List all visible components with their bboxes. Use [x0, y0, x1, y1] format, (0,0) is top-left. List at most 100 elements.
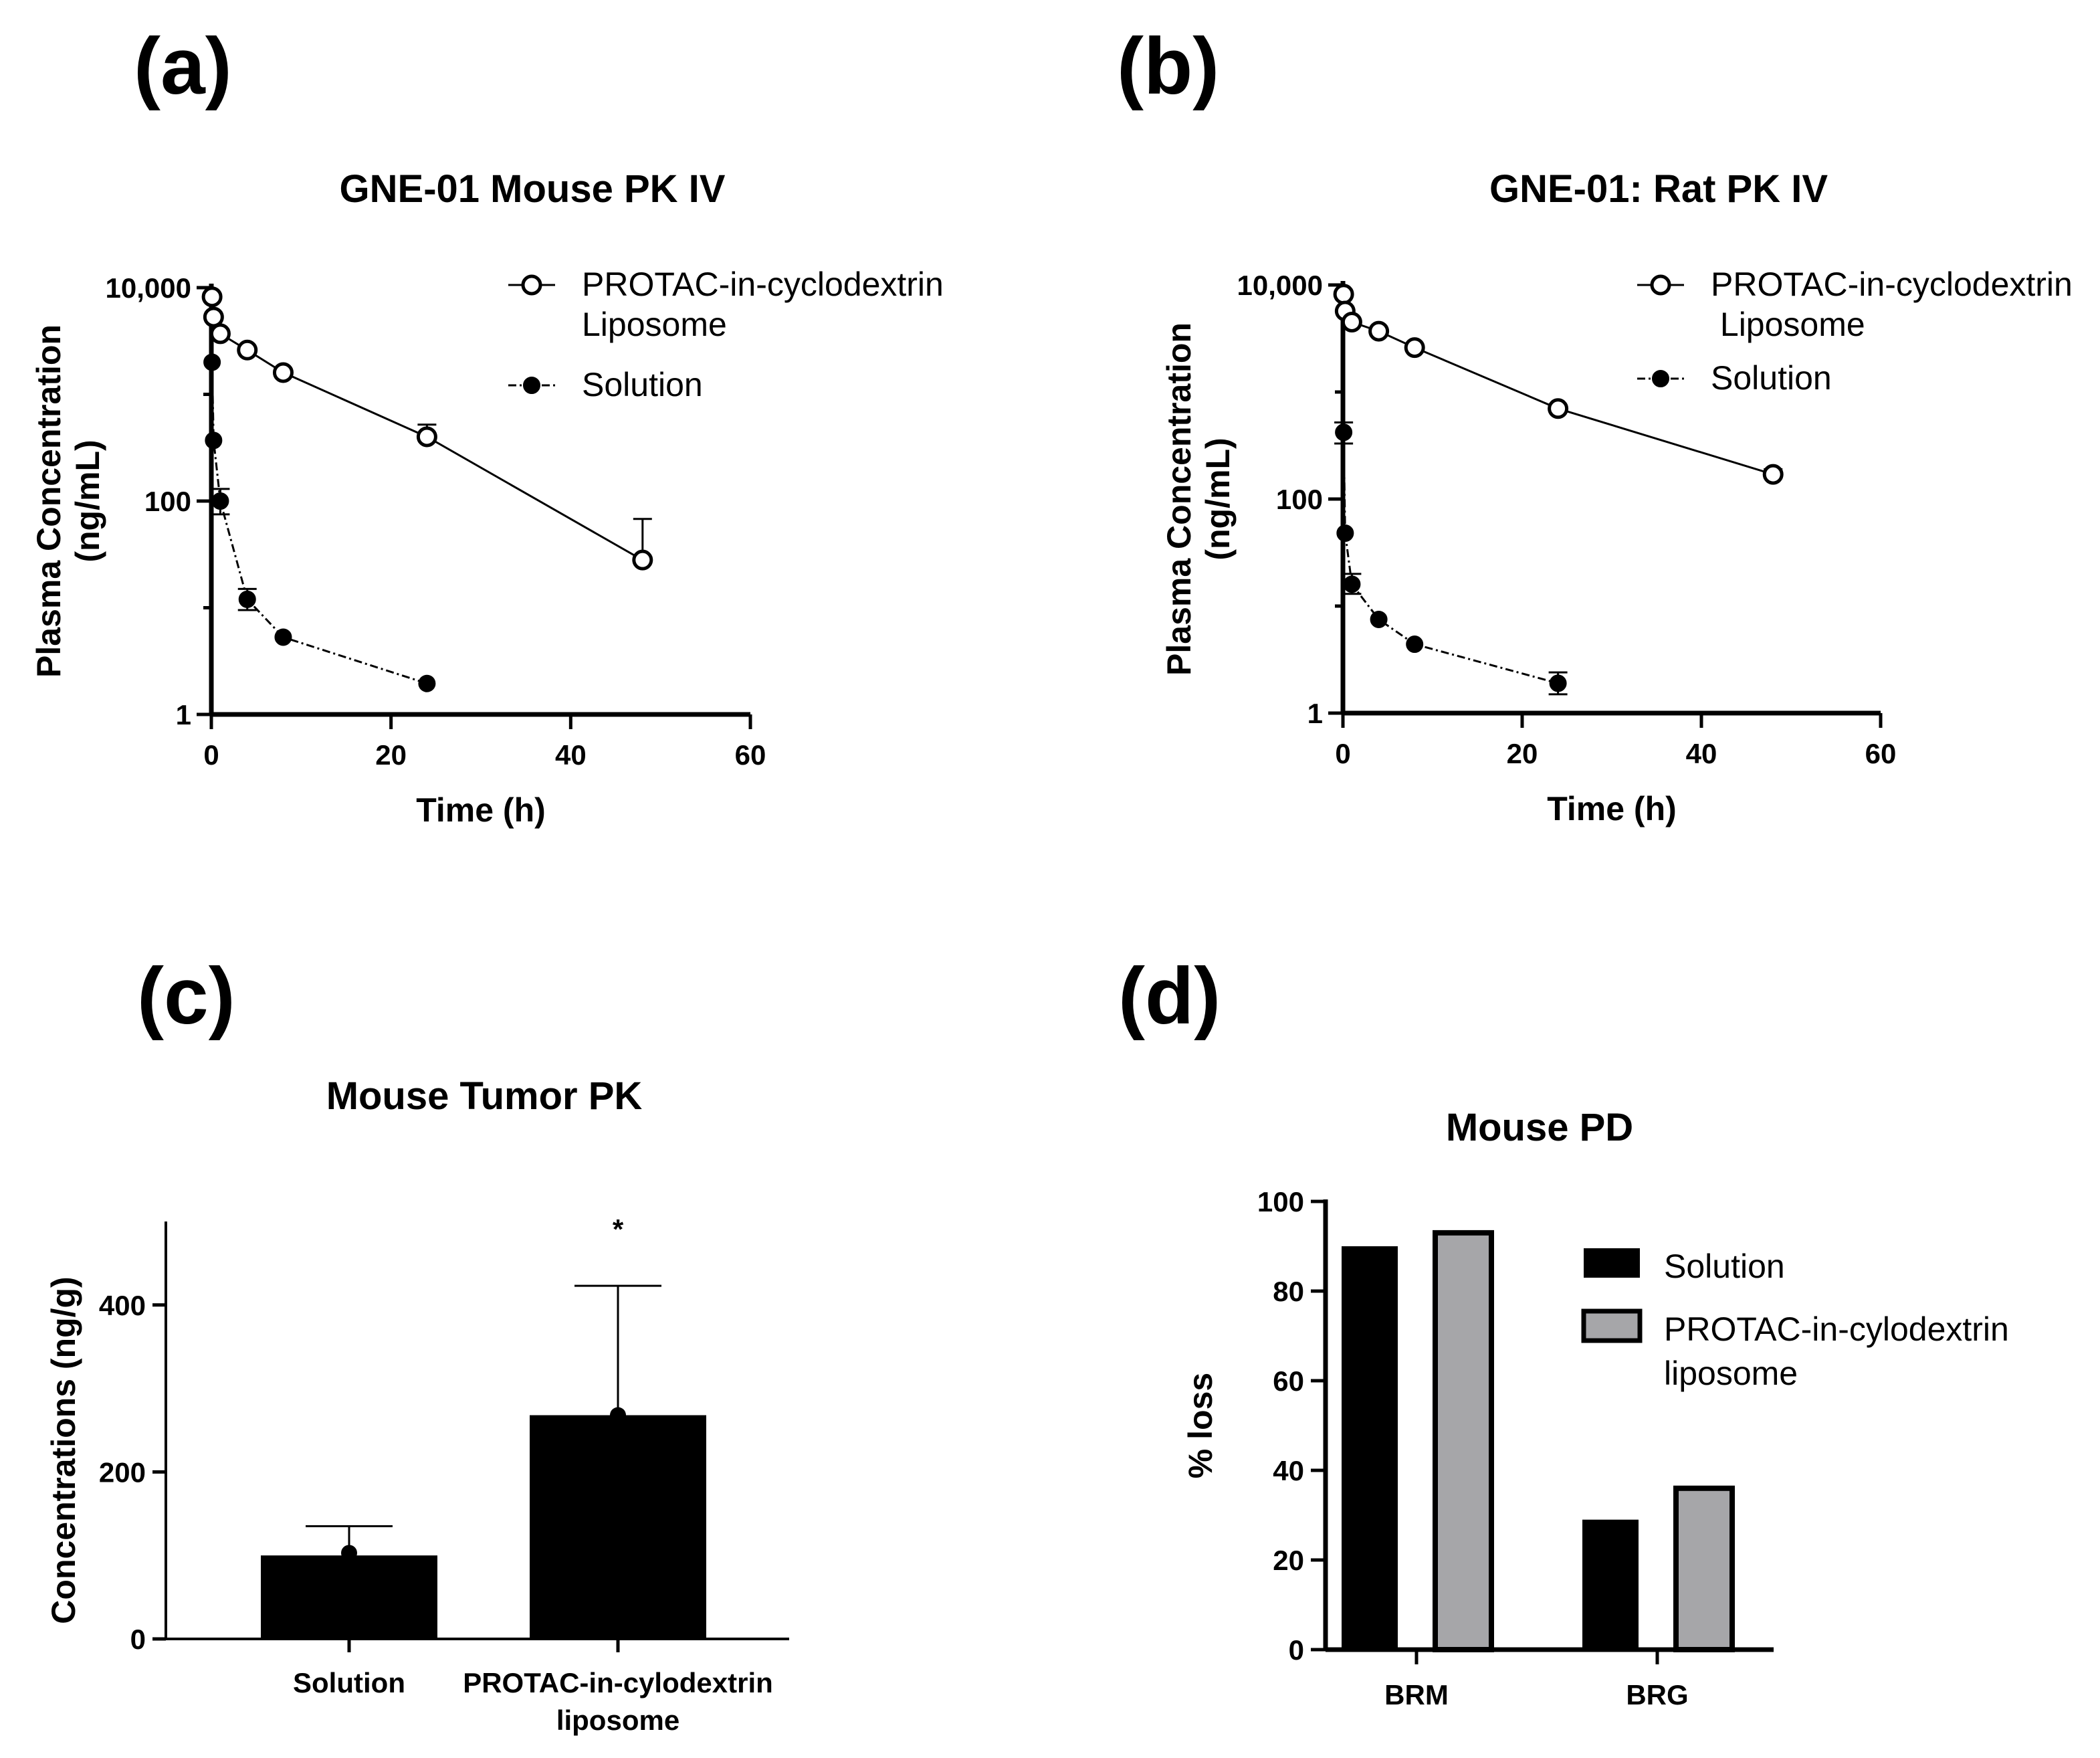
legend-label-line: Solution — [582, 366, 703, 403]
x-category-label: Solution — [293, 1667, 405, 1698]
data-point — [205, 431, 223, 450]
data-point — [632, 549, 653, 571]
significance-asterisk: * — [613, 1213, 624, 1245]
data-point — [418, 674, 436, 692]
y-tick-label: 0 — [130, 1624, 146, 1655]
panel-c-tumor-pk-chart: Mouse Tumor PK 0 200 400 Concentrations (ng/… — [45, 1074, 789, 1736]
y-tick-label: 0 — [1289, 1634, 1304, 1666]
panel-letter-b: (b) — [1117, 21, 1219, 111]
y-tick-label: 100 — [1257, 1186, 1304, 1217]
data-point — [1335, 423, 1353, 442]
legend-swatch — [1581, 1308, 1643, 1343]
legend-label: Solution — [1664, 1248, 1785, 1285]
legend-marker — [523, 377, 540, 394]
legend-label-line: Solution — [1711, 359, 1832, 397]
x-category-label: liposome — [556, 1704, 679, 1736]
data-point — [201, 286, 223, 308]
data-point — [203, 306, 224, 328]
x-tick-label: 60 — [735, 739, 766, 771]
y-tick-label: 400 — [99, 1290, 146, 1321]
series-line — [1342, 294, 1774, 476]
panel-a-mouse-pk-chart: GNE-01 Mouse PK IV 0 20 40 60 1 100 10,000 Time … — [30, 167, 944, 829]
data-point — [272, 362, 294, 383]
series-line — [211, 362, 427, 685]
y-tick-label: 100 — [144, 486, 191, 517]
x-tick-label: 20 — [375, 739, 407, 771]
panel-letter-c: (c) — [137, 951, 235, 1041]
bar — [1342, 1246, 1398, 1650]
y-tick-label: 20 — [1273, 1545, 1304, 1576]
data-point — [1404, 337, 1425, 359]
legend-label-line: PROTAC-in-cyclodextrin — [1711, 266, 2073, 303]
y-tick-label: 60 — [1273, 1365, 1304, 1397]
y-tick-label: 200 — [99, 1456, 146, 1488]
data-point — [237, 339, 258, 361]
legend-label-line: PROTAC-in-cylodextrin — [1664, 1310, 2009, 1348]
x-tick-label: 40 — [555, 739, 587, 771]
panel-d-pd-chart: Mouse PD 0 20 40 60 80 100 % loss BRM BRG Solution… — [1182, 1106, 2009, 1711]
legend-label-line: Liposome — [582, 306, 727, 343]
y-tick-label: 1 — [176, 699, 191, 730]
data-point — [1762, 464, 1784, 485]
data-point — [238, 590, 256, 608]
bar — [261, 1555, 437, 1639]
chart-title: Mouse PD — [1446, 1106, 1633, 1149]
legend-label-line: Liposome — [1711, 306, 1865, 343]
data-point — [1336, 524, 1354, 543]
panel-b-rat-pk-chart: GNE-01: Rat PK IV 0 20 40 60 1 100 10,000 Time (… — [1160, 167, 2073, 827]
y-axis-title: Concentrations (ng/g) — [45, 1276, 82, 1624]
data-point — [1333, 284, 1354, 305]
chart-title: Mouse Tumor PK — [326, 1074, 643, 1118]
y-axis-title-line: (ng/mL) — [1199, 437, 1237, 560]
y-tick-label: 40 — [1273, 1455, 1304, 1486]
legend-label: PROTAC-in-cylodextrin liposome — [1664, 1310, 2009, 1392]
legend-marker — [521, 274, 542, 296]
y-axis-title: % loss — [1182, 1373, 1219, 1478]
data-point — [416, 426, 437, 448]
x-tick-label: 40 — [1686, 738, 1717, 769]
legend-marker — [1650, 274, 1671, 296]
data-point — [274, 628, 292, 646]
data-point — [1341, 311, 1362, 332]
data-point — [1406, 636, 1424, 654]
bar — [1582, 1519, 1639, 1650]
legend-label-line: Solution — [1664, 1248, 1785, 1285]
y-tick-label: 10,000 — [106, 272, 191, 304]
panel-letter-a: (a) — [134, 21, 232, 111]
x-category-label: BRM — [1384, 1679, 1449, 1711]
y-axis-title-line: (ng/mL) — [69, 440, 106, 562]
bar — [1433, 1230, 1494, 1652]
data-point — [211, 492, 229, 510]
data-point — [1548, 398, 1569, 419]
y-tick-label: 100 — [1276, 484, 1323, 515]
legend-label: Solution — [582, 366, 703, 403]
chart-title: GNE-01 Mouse PK IV — [340, 167, 726, 211]
legend-label: PROTAC-in-cyclodextrin Liposome — [1711, 266, 2073, 343]
x-axis-title: Time (h) — [1547, 790, 1677, 827]
data-point — [610, 1407, 626, 1424]
y-tick-label: 80 — [1273, 1276, 1304, 1307]
data-point — [1343, 575, 1361, 593]
data-point — [1370, 610, 1388, 628]
x-tick-label: 60 — [1865, 738, 1897, 769]
data-point — [209, 323, 231, 345]
y-tick-label: 10,000 — [1237, 270, 1323, 301]
legend-swatch — [1584, 1248, 1640, 1278]
y-tick-label: 1 — [1307, 698, 1323, 729]
legend-label-line: liposome — [1664, 1355, 1798, 1392]
data-point — [203, 353, 221, 371]
y-axis-title: Plasma Concentration(ng/mL) — [30, 324, 106, 678]
bar — [1673, 1485, 1735, 1653]
data-point — [341, 1545, 357, 1561]
legend-label: Solution — [1711, 359, 1832, 397]
x-tick-label: 0 — [1335, 738, 1350, 769]
data-point — [1368, 320, 1390, 342]
x-axis-title: Time (h) — [416, 791, 546, 829]
series-line — [1342, 432, 1558, 684]
y-axis-title: Plasma Concentration(ng/mL) — [1160, 322, 1237, 676]
y-axis-title-line: Plasma Concentration — [30, 324, 68, 678]
x-tick-label: 20 — [1507, 738, 1538, 769]
bar — [530, 1415, 706, 1639]
x-category-label: BRG — [1626, 1679, 1688, 1711]
